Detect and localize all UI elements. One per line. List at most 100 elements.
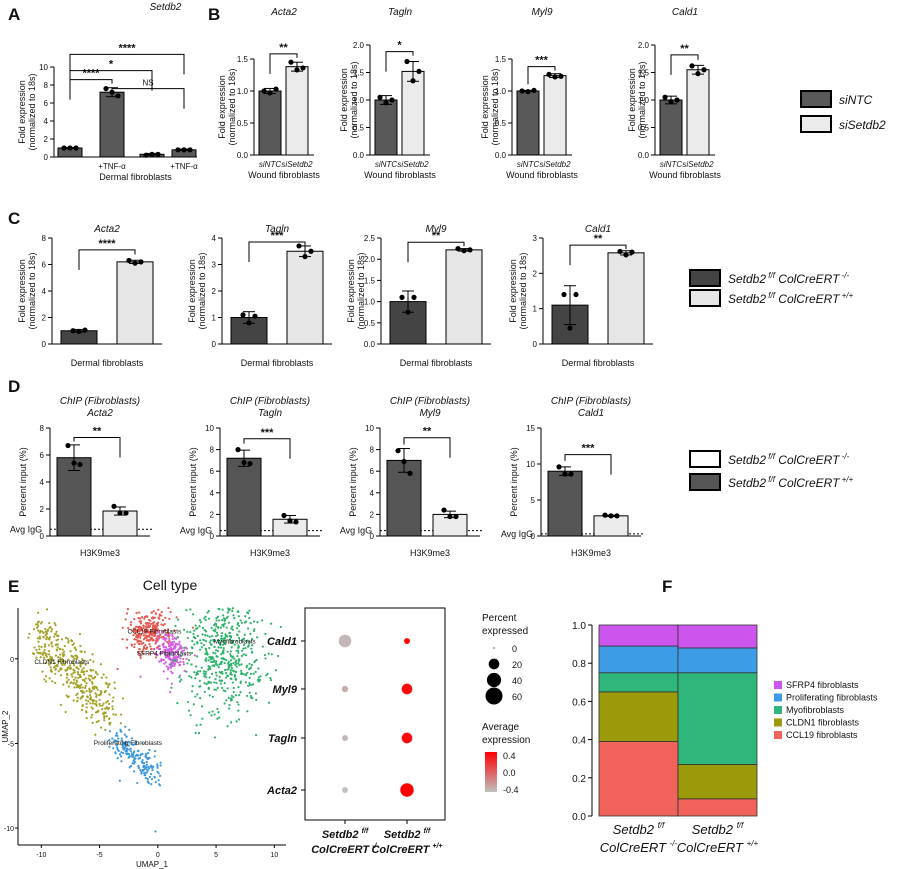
avg-igg-label: Avg IgG bbox=[340, 526, 372, 536]
umap-point bbox=[138, 611, 141, 614]
umap-point bbox=[244, 674, 248, 677]
umap-point bbox=[204, 672, 207, 675]
umap-point bbox=[249, 672, 253, 675]
bar bbox=[401, 70, 425, 156]
legend-text: ColCreERT bbox=[775, 476, 841, 490]
umap-point bbox=[227, 662, 230, 665]
y-axis-label: (normalized to 18s) bbox=[518, 252, 528, 329]
y-tick-label: 2 bbox=[44, 135, 49, 144]
umap-point bbox=[130, 764, 133, 767]
umap-point bbox=[79, 661, 82, 664]
umap-point bbox=[142, 652, 145, 656]
umap-point bbox=[105, 706, 108, 709]
y-tick-label: 1.5 bbox=[353, 69, 365, 78]
umap-point bbox=[136, 625, 140, 629]
x-axis-label: Dermal fibroblasts bbox=[400, 358, 473, 368]
size-legend-dot bbox=[488, 658, 500, 670]
umap-point bbox=[212, 640, 215, 643]
umap-point bbox=[206, 651, 209, 655]
chart-title: Tagln bbox=[265, 224, 290, 235]
data-point bbox=[261, 88, 267, 94]
umap-point bbox=[240, 669, 243, 673]
umap-point bbox=[227, 696, 230, 700]
bar bbox=[593, 515, 629, 537]
umap-point bbox=[236, 610, 240, 613]
size-legend-label: 40 bbox=[512, 676, 522, 686]
umap-point bbox=[154, 627, 157, 630]
umap-point bbox=[42, 631, 45, 634]
umap-point bbox=[140, 615, 144, 619]
bar bbox=[543, 75, 567, 156]
umap-point bbox=[112, 747, 115, 750]
bar bbox=[226, 457, 262, 537]
umap-point bbox=[248, 609, 251, 612]
data-point bbox=[701, 67, 707, 73]
group-label: Setdb2 f/f bbox=[692, 821, 744, 837]
umap-point bbox=[151, 627, 155, 631]
umap-point bbox=[79, 697, 82, 700]
umap-point bbox=[152, 617, 155, 620]
umap-point bbox=[223, 682, 226, 685]
umap-point bbox=[82, 666, 85, 670]
umap-point bbox=[64, 636, 68, 639]
umap-point bbox=[149, 765, 152, 768]
umap-point bbox=[240, 672, 243, 676]
umap-point bbox=[199, 670, 202, 673]
umap-point bbox=[199, 621, 202, 624]
umap-point bbox=[214, 622, 217, 625]
umap-point bbox=[167, 632, 170, 635]
x-tick-label: siNTC bbox=[259, 160, 281, 169]
umap-point bbox=[158, 634, 161, 637]
group-label-sup: f/f bbox=[737, 821, 744, 830]
umap-point bbox=[79, 686, 82, 689]
umap-point bbox=[202, 638, 205, 642]
umap-point bbox=[138, 620, 141, 623]
umap-point bbox=[177, 653, 180, 656]
umap-point bbox=[133, 758, 136, 761]
group-label-sup: f/f bbox=[362, 828, 369, 835]
umap-point bbox=[121, 626, 124, 629]
significance-label: * bbox=[109, 59, 114, 71]
umap-point bbox=[219, 637, 223, 640]
umap-point bbox=[143, 774, 146, 777]
bar-chart-C2: 0 1 2 3 4 Fold expression (normalized to 18s) T… bbox=[187, 224, 332, 368]
umap-point bbox=[159, 761, 162, 764]
expression-dot bbox=[341, 685, 349, 693]
data-point bbox=[405, 309, 411, 315]
umap-point bbox=[130, 629, 133, 632]
gene-label: Acta2 bbox=[266, 785, 297, 797]
umap-point bbox=[257, 680, 261, 683]
y-tick-label: 2 bbox=[533, 269, 538, 278]
umap-point bbox=[85, 711, 88, 714]
y-tick-label: 4 bbox=[42, 287, 47, 296]
umap-point bbox=[69, 650, 72, 653]
data-point bbox=[293, 519, 299, 525]
umap-point bbox=[169, 647, 172, 650]
umap-point bbox=[170, 653, 173, 656]
umap-point bbox=[230, 627, 233, 630]
umap-point bbox=[143, 617, 146, 620]
size-legend-label: 60 bbox=[512, 692, 522, 702]
data-point bbox=[181, 147, 187, 153]
legend-label: CLDN1 fibroblasts bbox=[786, 718, 860, 728]
umap-point bbox=[150, 611, 153, 614]
y-tick-label: 0.0 bbox=[638, 151, 650, 160]
color-legend-label: -0.4 bbox=[503, 785, 519, 795]
umap-point bbox=[228, 707, 231, 710]
data-point bbox=[296, 243, 302, 249]
umap-point bbox=[111, 707, 114, 711]
group-label-text: Setdb2 bbox=[613, 822, 658, 837]
legend-sup: +/+ bbox=[839, 475, 853, 484]
umap-point bbox=[217, 626, 220, 629]
legend-sup: +/+ bbox=[839, 291, 853, 300]
umap-point bbox=[174, 659, 177, 663]
umap-point bbox=[229, 659, 233, 662]
x-axis-label: Dermal fibroblasts bbox=[241, 358, 314, 368]
data-point bbox=[404, 58, 410, 65]
umap-point bbox=[193, 654, 197, 657]
y-tick-label: 4 bbox=[40, 478, 45, 487]
umap-point bbox=[221, 686, 224, 690]
umap-point bbox=[205, 670, 208, 673]
data-point bbox=[287, 518, 293, 524]
umap-point bbox=[267, 701, 271, 704]
